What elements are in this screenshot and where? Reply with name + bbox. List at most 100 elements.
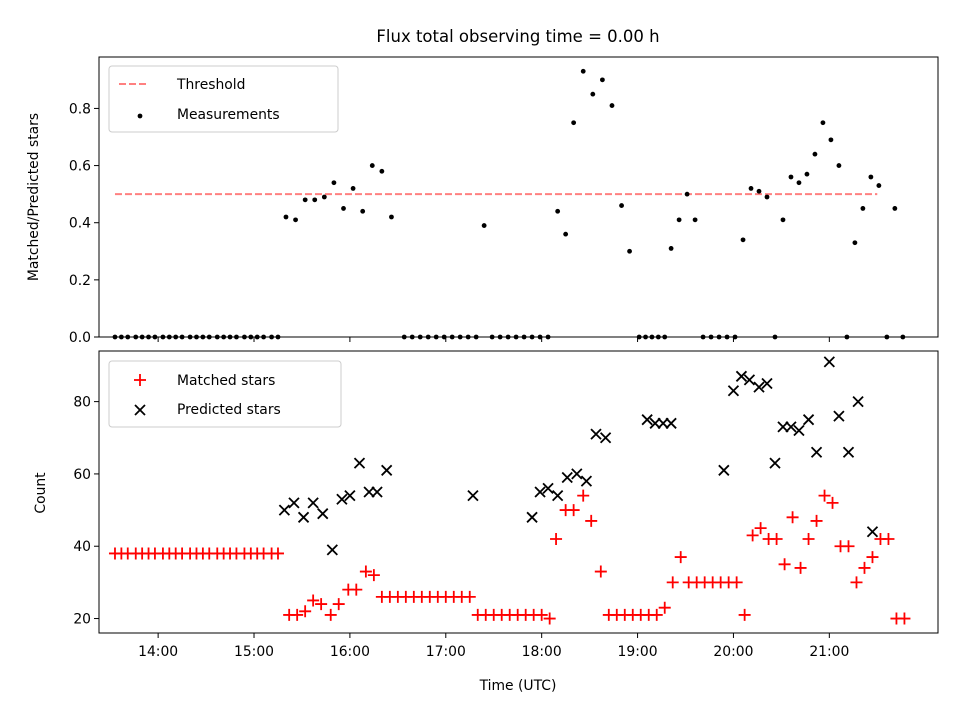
measurements-point — [341, 206, 346, 211]
predicted-stars-point — [344, 489, 356, 502]
matched-stars-point — [332, 598, 345, 611]
measurements-point — [563, 231, 569, 237]
measurements-point — [692, 217, 698, 223]
measurements-point — [312, 197, 318, 203]
predicted-stars-point — [542, 482, 554, 495]
matched-stars-legend-marker — [134, 374, 146, 386]
bottom-x-tick-label: 19:00 — [618, 644, 658, 660]
predicted-stars-point — [641, 414, 653, 426]
measurements-point — [860, 206, 866, 211]
bottom-x-tick-label: 18:00 — [522, 644, 562, 660]
top-y-tick-label: 0.2 — [69, 273, 91, 289]
predicted-stars-legend-label: Predicted stars — [177, 402, 281, 418]
matched-stars-point — [291, 608, 304, 621]
predicted-stars-point — [288, 497, 300, 509]
measurements-point — [555, 208, 561, 214]
predicted-stars-point — [802, 414, 815, 426]
measurements-point — [379, 168, 385, 174]
matched-stars-point — [730, 576, 743, 589]
measurements-point — [740, 237, 746, 243]
measurements-point — [852, 240, 858, 246]
predicted-stars-point — [823, 356, 835, 368]
measurements-legend-marker — [137, 113, 143, 119]
predicted-stars-point — [727, 385, 740, 397]
measurements-point — [780, 217, 786, 223]
matched-stars-point — [674, 551, 687, 564]
measurements-point — [590, 91, 596, 97]
predicted-stars-point — [833, 410, 845, 422]
predicted-stars-point — [735, 370, 748, 382]
predicted-stars-point — [761, 377, 773, 390]
predicted-stars-point — [785, 421, 797, 433]
predicted-stars-point — [769, 457, 781, 469]
matched-stars-point — [350, 583, 363, 596]
measurements-point — [293, 217, 298, 223]
predicted-stars-point — [297, 511, 310, 523]
bottom-y-tick-label: 60 — [73, 467, 91, 483]
bottom-y-tick-label: 40 — [73, 539, 91, 555]
matched-stars-point — [802, 533, 815, 545]
measurements-point — [788, 174, 794, 180]
matched-stars-point — [567, 504, 580, 517]
bottom-x-tick-label: 20:00 — [713, 644, 753, 660]
predicted-stars-point — [326, 544, 338, 556]
matched-stars-point — [367, 569, 380, 582]
threshold-legend-label: Threshold — [176, 77, 245, 93]
matched-stars-point — [754, 522, 767, 535]
top-chart-title: Flux total observing time = 0.00 h — [376, 27, 659, 46]
bottom-x-tick-label: 21:00 — [809, 644, 849, 660]
predicted-stars-point — [580, 475, 593, 487]
top-y-tick-label: 0.4 — [69, 216, 91, 232]
matched-stars-point — [585, 514, 598, 527]
measurements-point — [481, 223, 487, 228]
bottom-x-axis-label: Time (UTC) — [479, 678, 557, 694]
measurements-point — [369, 163, 375, 168]
measurements-point — [350, 186, 356, 191]
matched-stars-point — [794, 561, 807, 574]
matched-stars-point — [850, 576, 863, 589]
predicted-stars-point — [753, 381, 765, 393]
top-y-tick-label: 0.8 — [69, 101, 91, 117]
predicted-stars-point — [718, 464, 730, 476]
measurements-point — [600, 77, 605, 83]
bottom-x-tick-label: 14:00 — [138, 644, 178, 660]
measurements-point — [389, 214, 394, 220]
matched-stars-point — [299, 605, 312, 618]
bottom-legend-box — [108, 360, 342, 428]
predicted-stars-point — [534, 486, 546, 498]
bottom-axes-frame — [98, 350, 939, 634]
bottom-x-tick-label: 17:00 — [426, 644, 466, 660]
measurements-point — [609, 103, 615, 108]
predicted-stars-point — [317, 508, 329, 520]
measurements-point — [892, 206, 898, 211]
predicted-stars-point — [599, 432, 612, 444]
measurements-point — [684, 191, 690, 197]
matched-stars-point — [882, 533, 895, 545]
measurements-legend-label: Measurements — [177, 107, 280, 123]
measurements-point — [764, 194, 770, 200]
predicted-stars-point — [590, 428, 602, 440]
measurements-point — [868, 174, 874, 180]
matched-stars-point — [842, 540, 855, 553]
top-y-axis-label: Matched/Predicted stars — [26, 113, 42, 281]
matched-stars-point — [658, 601, 671, 614]
matched-stars-point — [543, 612, 556, 625]
measurements-point — [321, 194, 327, 200]
matched-stars-point — [770, 533, 783, 545]
matched-stars-point — [826, 496, 839, 509]
bottom-plot-area — [108, 356, 911, 625]
measurements-point — [331, 180, 337, 186]
measurements-point — [360, 208, 366, 214]
predicted-stars-point — [353, 457, 366, 469]
bottom-x-tick-label: 16:00 — [330, 644, 370, 660]
matched-stars-point — [738, 608, 751, 621]
measurements-point — [820, 120, 826, 126]
measurements-point — [302, 197, 308, 203]
measurements-point — [812, 151, 818, 157]
predicted-stars-point — [777, 421, 789, 433]
measurements-point — [676, 217, 682, 223]
predicted-stars-point — [657, 417, 669, 429]
predicted-stars-point — [526, 511, 538, 523]
measurements-point — [619, 203, 624, 208]
